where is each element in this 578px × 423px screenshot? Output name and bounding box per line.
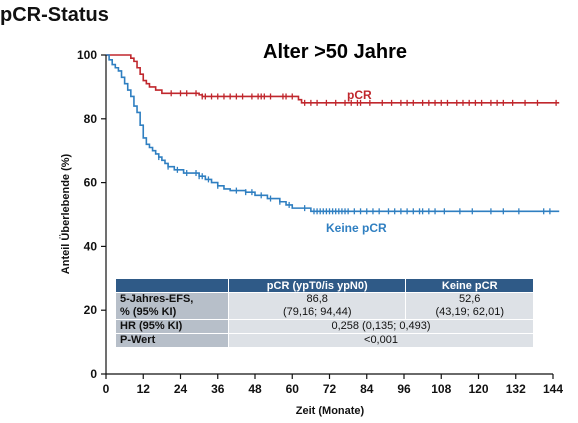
cell-efs-pcr: 86,8 (79,16; 94,44) (228, 292, 407, 320)
table-row: 5-Jahres-EFS, % (95% KI) 86,8 (79,16; 94… (116, 292, 534, 320)
y-tick-label: 100 (77, 48, 97, 62)
x-tick-label: 36 (211, 382, 225, 396)
x-axis-label: Zeit (Monate) (296, 405, 365, 417)
series-label-keine-pcr: Keine pCR (326, 221, 387, 235)
x-tick-label: 96 (397, 382, 411, 396)
cell-efs-keine-pcr: 52,6 (43,19; 62,01) (405, 292, 534, 320)
x-axis-ticks: 0 12 24 36 48 60 72 84 96 108 120 132 144 (103, 374, 563, 396)
slide-heading-text: pCR-Status (0, 4, 109, 26)
y-tick-label: 60 (84, 176, 98, 190)
series-keine-pcr (106, 54, 560, 215)
row-label-efs: 5-Jahres-EFS, % (95% KI) (116, 292, 229, 320)
x-tick-label: 108 (431, 382, 451, 396)
x-tick-label: 48 (248, 382, 262, 396)
series-layer (106, 54, 560, 215)
table-header-keine-pcr: Keine pCR (405, 279, 534, 293)
y-axis-label: Anteil Überlebende (%) (59, 153, 72, 274)
x-tick-label: 24 (174, 382, 188, 396)
cell-efs-pcr-ci: (79,16; 94,44) (282, 306, 352, 318)
table-header-empty (116, 279, 229, 293)
slide-heading: pCR-Status (0, 4, 109, 27)
x-tick-label: 60 (286, 382, 300, 396)
table-header-pcr: pCR (ypT0/is ypN0) (228, 279, 407, 293)
table-row: P-Wert <0,001 (116, 333, 534, 347)
cell-efs-pcr-value: 86,8 (306, 293, 328, 305)
y-tick-label: 80 (84, 112, 98, 126)
efs-summary-table: pCR (ypT0/is ypN0) Keine pCR 5-Jahres-EF… (116, 279, 534, 347)
series-label-pcr: pCR (347, 88, 372, 102)
survival-curve (106, 54, 560, 213)
cell-hr-value: 0,258 (0,135; 0,493) (228, 319, 534, 334)
x-tick-label: 120 (468, 382, 488, 396)
y-axis-ticks: 0 20 40 60 80 100 (77, 48, 106, 381)
cell-efs-keine-pcr-ci: (43,19; 62,01) (435, 306, 504, 318)
x-tick-label: 0 (103, 382, 110, 396)
table-header-row: pCR (ypT0/is ypN0) Keine pCR (116, 279, 534, 293)
table-row: HR (95% KI) 0,258 (0,135; 0,493) (116, 319, 534, 334)
row-label-efs-line1: 5-Jahres-EFS, (120, 293, 194, 305)
survival-curve (106, 54, 560, 104)
y-tick-label: 20 (84, 303, 98, 317)
x-tick-label: 132 (506, 382, 526, 396)
x-tick-label: 144 (543, 382, 563, 396)
x-tick-label: 84 (360, 382, 374, 396)
row-label-p: P-Wert (116, 333, 229, 347)
series-pcr (106, 54, 560, 106)
chart-title: Alter >50 Jahre (263, 41, 407, 63)
y-tick-label: 0 (90, 367, 97, 381)
cell-p-value: <0,001 (228, 333, 534, 347)
x-tick-label: 72 (323, 382, 337, 396)
row-label-hr: HR (95% KI) (116, 319, 229, 334)
cell-efs-keine-pcr-value: 52,6 (459, 293, 481, 305)
row-label-efs-line2: % (95% KI) (120, 306, 177, 318)
x-tick-label: 12 (137, 382, 151, 396)
y-tick-label: 40 (84, 239, 98, 253)
